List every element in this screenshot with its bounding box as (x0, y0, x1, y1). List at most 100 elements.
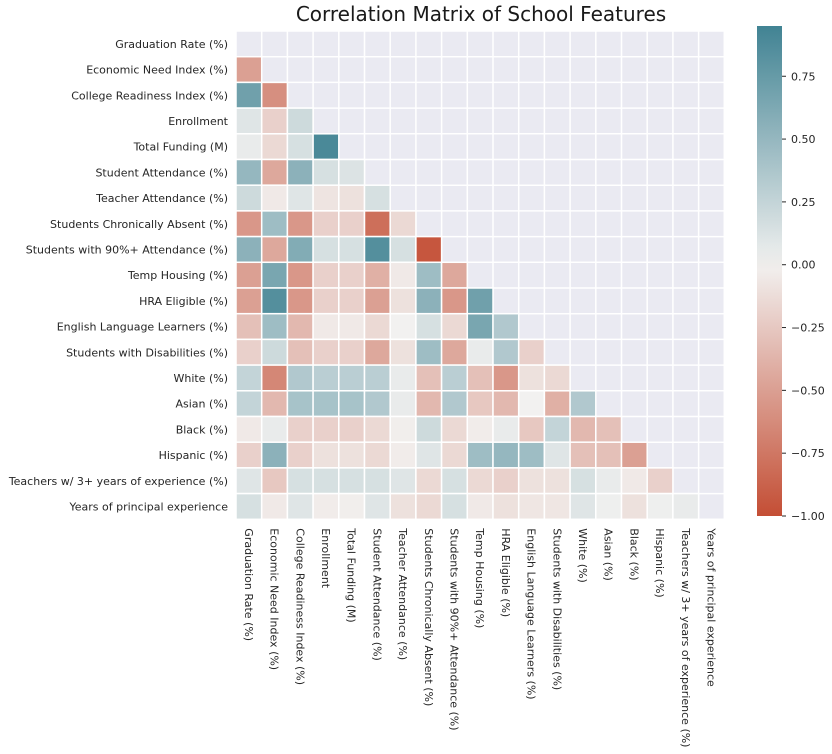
heatmap-cell (595, 415, 623, 443)
heatmap-cell (492, 441, 520, 469)
heatmap-cell (338, 235, 366, 264)
heatmap-cell (440, 261, 469, 289)
x-tick-label: College Readiness Index (%) (293, 528, 306, 685)
x-tick-label: Graduation Rate (%) (242, 528, 255, 641)
heatmap-cell (260, 492, 289, 521)
heatmap-cell (286, 312, 314, 341)
heatmap-cell (235, 184, 263, 212)
heatmap-cell (363, 390, 391, 418)
x-tick-label: Asian (%) (602, 528, 615, 581)
heatmap-cell (312, 415, 340, 443)
heatmap-cell (286, 467, 314, 495)
heatmap-cell (338, 338, 366, 366)
heatmap-cell (338, 364, 366, 392)
heatmap-cell (286, 107, 314, 135)
heatmap-cell (440, 364, 469, 392)
heatmap-cell (235, 287, 263, 315)
x-tick-label: Economic Need Index (%) (268, 528, 281, 670)
heatmap-cell (466, 312, 494, 341)
heatmap-cell (620, 492, 648, 521)
heatmap-cell (569, 441, 597, 469)
heatmap-cell (286, 235, 314, 264)
heatmap-cell (338, 261, 366, 289)
heatmap-cell (363, 235, 391, 264)
x-tick-label: White (%) (576, 528, 589, 583)
heatmap-cell (312, 338, 340, 366)
heatmap-cell (312, 287, 340, 315)
colorbar-tick-label: 0.25 (791, 196, 816, 209)
x-tick-label: Teacher Attendance (%) (396, 527, 409, 660)
heatmap-cell (312, 467, 340, 495)
heatmap-cell (389, 235, 417, 264)
heatmap-cell (492, 415, 520, 443)
heatmap-cell (517, 441, 546, 469)
heatmap-cell (363, 287, 391, 315)
heatmap-cell (440, 441, 469, 469)
heatmap-cell (440, 415, 469, 443)
heatmap-cell (466, 364, 494, 392)
heatmap-cell (260, 441, 289, 469)
heatmap-cell (235, 492, 263, 521)
heatmap-cell (286, 441, 314, 469)
heatmap-cell (415, 235, 443, 264)
heatmap-cell (312, 158, 340, 186)
y-tick-label: Students with Disabilities (%) (66, 346, 228, 359)
heatmap-cell (415, 364, 443, 392)
heatmap-cell (235, 390, 263, 418)
heatmap-cell (517, 390, 546, 418)
heatmap-cell (260, 158, 289, 186)
heatmap-cell (492, 492, 520, 521)
heatmap-cell (260, 338, 289, 366)
heatmap-cell (415, 467, 443, 495)
heatmap-cell (338, 492, 366, 521)
heatmap-cell (260, 261, 289, 289)
x-tick-label: Years of principal experience (704, 527, 717, 687)
heatmap-cell (338, 184, 366, 212)
heatmap-cell (235, 364, 263, 392)
y-tick-label: Economic Need Index (%) (86, 64, 228, 77)
y-tick-label: Teacher Attendance (%) (95, 192, 228, 205)
heatmap-cell (620, 441, 648, 469)
heatmap-cell (415, 390, 443, 418)
heatmap-cell (466, 390, 494, 418)
x-tick-label: Student Attendance (%) (370, 528, 383, 661)
heatmap-cell (440, 287, 469, 315)
heatmap-cell (260, 415, 289, 443)
x-tick-label: Students with Disabilities (%) (550, 528, 563, 690)
y-tick-label: Temp Housing (%) (127, 269, 228, 282)
heatmap-cell (389, 390, 417, 418)
heatmap-cell (595, 441, 623, 469)
heatmap-cell (492, 390, 520, 418)
x-tick-label: Teachers w/ 3+ years of experience (%) (679, 527, 692, 747)
heatmap-cell (595, 492, 623, 521)
heatmap-cell (235, 133, 263, 161)
heatmap-cell (286, 338, 314, 366)
heatmap-cell (286, 287, 314, 315)
heatmap-cell (415, 441, 443, 469)
heatmap-cell (260, 235, 289, 264)
heatmap-cell (466, 338, 494, 366)
heatmap-cell (389, 364, 417, 392)
x-tick-label: Students Chronically Absent (%) (422, 528, 435, 706)
heatmap-cell (389, 441, 417, 469)
heatmap-cell (235, 107, 263, 135)
heatmap-cell (286, 210, 314, 238)
y-tick-label: Black (%) (176, 423, 228, 436)
x-tick-label: Black (%) (627, 528, 640, 580)
heatmap-cell (312, 312, 340, 341)
heatmap-cell (260, 390, 289, 418)
heatmap-cell (338, 312, 366, 341)
x-tick-label: Temp Housing (%) (473, 527, 486, 628)
heatmap-cell (543, 492, 571, 521)
heatmap-cell (466, 415, 494, 443)
heatmap-cell (312, 492, 340, 521)
heatmap-cell (440, 467, 469, 495)
heatmap-cell (363, 441, 391, 469)
heatmap-cell (389, 312, 417, 341)
y-tick-label: Teachers w/ 3+ years of experience (%) (8, 475, 228, 488)
heatmap-cell (620, 467, 648, 495)
heatmap-cell (260, 184, 289, 212)
heatmap-cell (286, 184, 314, 212)
heatmap-cell (569, 415, 597, 443)
y-tick-label: Asian (%) (175, 398, 228, 411)
